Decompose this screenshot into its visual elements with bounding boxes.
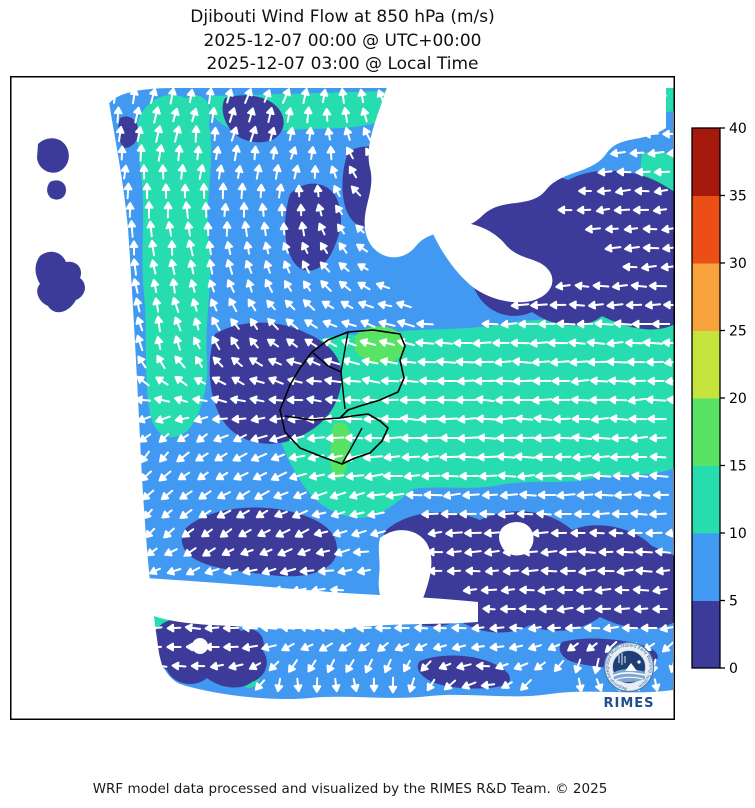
- credit-footer: WRF model data processed and visualized …: [0, 781, 700, 797]
- colorbar-tick-label: 20: [729, 391, 747, 407]
- plot-title: Djibouti Wind Flow at 850 hPa (m/s) 2025…: [0, 6, 685, 77]
- colorbar-tick-label: 35: [729, 189, 747, 205]
- rimes-logo: Regional Integrated Multi-Hazard Early W…: [596, 634, 664, 714]
- logo-wordmark: RIMES: [603, 696, 654, 711]
- navy-island-1: [37, 138, 69, 172]
- colorbar-tick-label: 10: [729, 526, 747, 542]
- logo-wave-fill: [613, 669, 645, 682]
- colorbar-tick-label: 15: [729, 459, 747, 475]
- colorbar-segment-20-25: [692, 331, 720, 399]
- region-green-ne-djibouti: [355, 326, 404, 363]
- weather-map-page: { "title": { "line1": "Djibouti Wind Flo…: [0, 0, 755, 808]
- colorbar-segment-10-15: [692, 466, 720, 534]
- colorbar-segment-30-35: [692, 196, 720, 264]
- colorbar-segment-35-40: [692, 128, 720, 196]
- title-line-3: 2025-12-07 03:00 @ Local Time: [0, 53, 685, 77]
- colorbar-tick-label: 40: [729, 121, 747, 137]
- colorbar-segment-0-5: [692, 601, 720, 669]
- title-line-1: Djibouti Wind Flow at 850 hPa (m/s): [0, 6, 685, 30]
- colorbar-svg: 0 5 10 15 20 25 30 35 40: [690, 120, 755, 680]
- navy-island-2: [47, 180, 66, 199]
- colorbar-segment-25-30: [692, 263, 720, 331]
- rimes-logo-svg: Regional Integrated Multi-Hazard Early W…: [596, 634, 664, 714]
- colorbar-tick-label: 30: [729, 256, 747, 272]
- title-line-2: 2025-12-07 00:00 @ UTC+00:00: [0, 30, 685, 54]
- colorbar-tick-label: 5: [729, 594, 738, 610]
- colorbar-tick-label: 25: [729, 324, 747, 340]
- logo-figure-icon: [637, 660, 640, 663]
- map-panel: [10, 76, 675, 720]
- colorbar-segment-5-10: [692, 533, 720, 601]
- colorbar-segment-15-20: [692, 398, 720, 466]
- colorbar-tick-label: 0: [729, 661, 738, 677]
- wind-map-svg: [10, 76, 675, 720]
- colorbar-panel: 0 5 10 15 20 25 30 35 40: [690, 120, 755, 680]
